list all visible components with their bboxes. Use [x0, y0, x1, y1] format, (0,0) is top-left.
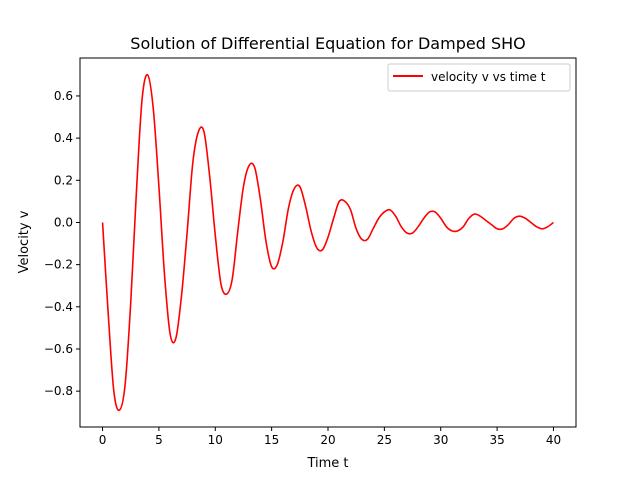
y-tick-label: 0.0 [54, 215, 73, 229]
x-tick-label: 20 [320, 433, 335, 447]
x-axis-label: Time t [306, 456, 348, 471]
axes: 0 5 10 15 20 25 30 35 40 −0.8 −0.6 −0.4 −0.2 0.0 0.2 0.… [44, 57, 577, 447]
y-tick-label: −0.6 [44, 342, 73, 356]
y-tick-label: 0.2 [54, 173, 73, 187]
x-tick-label: 15 [264, 433, 279, 447]
x-tick-label: 5 [155, 433, 163, 447]
x-tick-label: 35 [489, 433, 504, 447]
x-tick-label: 40 [546, 433, 561, 447]
y-tick-label: −0.8 [44, 384, 73, 398]
y-tick-label: −0.2 [44, 258, 73, 272]
y-tick-label: 0.4 [54, 131, 73, 145]
x-tick-label: 0 [99, 433, 107, 447]
y-tick-label: −0.4 [44, 300, 73, 314]
x-tick-label: 30 [433, 433, 448, 447]
y-axis-label: Velocity v [17, 210, 32, 273]
y-tick-label: 0.6 [54, 89, 73, 103]
x-tick-label: 10 [208, 433, 223, 447]
legend-box [387, 63, 571, 92]
x-tick-label: 25 [377, 433, 392, 447]
chart-title: Solution of Differential Equation for Da… [130, 34, 525, 53]
legend: velocity v vs time t [387, 63, 571, 92]
legend-label: velocity v vs time t [431, 70, 546, 84]
series-line [101, 73, 554, 412]
series-layer [101, 73, 554, 412]
